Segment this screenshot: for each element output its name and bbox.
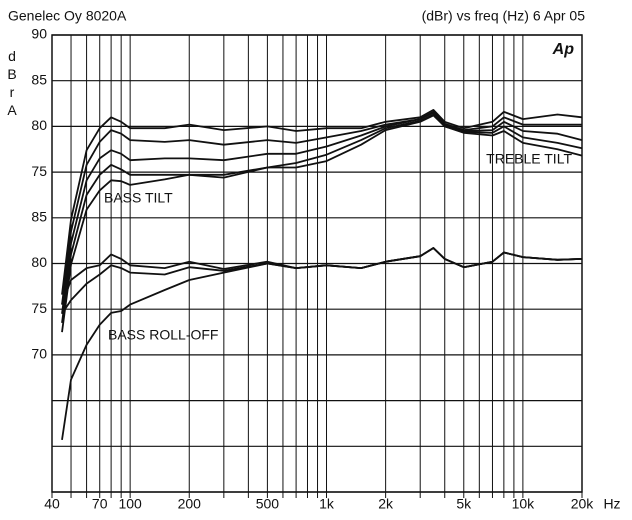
- response-curve: [61, 113, 583, 324]
- y-tick-label: 80: [31, 254, 47, 270]
- y-tick-label: 85: [31, 71, 47, 87]
- y-axis-label: dBrA: [4, 48, 20, 120]
- response-curve: [61, 109, 583, 295]
- y-tick-label: 90: [31, 26, 47, 42]
- response-curve: [61, 114, 583, 333]
- y-tick-label: 75: [31, 300, 47, 316]
- annotation: BASS ROLL-OFF: [108, 327, 218, 343]
- response-curve: [61, 110, 582, 305]
- x-axis-label: Hz: [603, 496, 620, 512]
- x-tick-label: 100: [118, 496, 142, 512]
- annotation: TREBLE TILT: [486, 151, 572, 167]
- logo: Ap: [552, 41, 575, 58]
- x-tick-label: 10k: [512, 496, 536, 512]
- response-curve: [61, 247, 583, 441]
- response-curve: [61, 111, 583, 314]
- chart-subtitle: (dBr) vs freq (Hz) 6 Apr 05: [422, 8, 586, 24]
- x-tick-label: 2k: [378, 496, 394, 512]
- y-tick-label: 85: [31, 209, 47, 225]
- x-tick-label: 40: [44, 496, 60, 512]
- x-tick-label: 1k: [319, 496, 335, 512]
- x-tick-label: 20k: [571, 496, 595, 512]
- y-tick-label: 70: [31, 346, 47, 362]
- plot-frame: [51, 34, 583, 493]
- x-tick-label: 500: [256, 496, 280, 512]
- annotation: BASS TILT: [104, 190, 173, 206]
- x-tick-label: 5k: [456, 496, 472, 512]
- y-tick-label: 75: [31, 163, 47, 179]
- y-tick-label: 80: [31, 117, 47, 133]
- chart-title: Genelec Oy 8020A: [8, 8, 127, 24]
- x-tick-label: 200: [178, 496, 202, 512]
- x-tick-label: 70: [92, 496, 108, 512]
